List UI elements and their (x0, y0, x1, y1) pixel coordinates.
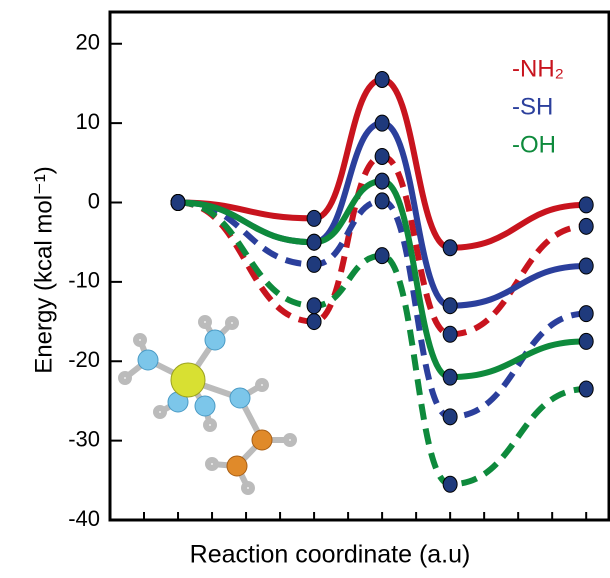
point-marker (375, 148, 389, 164)
plot-frame (110, 12, 609, 520)
point-marker (579, 258, 593, 274)
y-tick-label: 20 (76, 30, 100, 55)
y-tick-label: -20 (68, 347, 100, 372)
point-marker (375, 115, 389, 131)
chart: Energy (kcal mol⁻¹) Reaction coordinate … (0, 0, 610, 573)
point-marker (443, 240, 457, 256)
point-marker (443, 326, 457, 342)
legend-label: -SH (512, 93, 553, 120)
point-marker (443, 476, 457, 492)
point-marker (443, 409, 457, 425)
point-marker (307, 234, 321, 250)
point-marker (375, 71, 389, 87)
y-axis-label: Energy (kcal mol⁻¹) (30, 166, 57, 373)
point-marker (443, 298, 457, 314)
y-tick-label: -10 (68, 268, 100, 293)
point-marker (443, 369, 457, 385)
point-marker (375, 173, 389, 189)
page: Energy (kcal mol⁻¹) Reaction coordinate … (0, 0, 610, 578)
point-marker (579, 197, 593, 213)
y-tick-label: 10 (76, 109, 100, 134)
point-marker (579, 218, 593, 234)
series-line (178, 201, 586, 417)
point-marker (171, 195, 185, 211)
point-marker (375, 248, 389, 264)
legend-label: -OH (512, 131, 556, 158)
y-tick-label: -30 (68, 426, 100, 451)
point-marker (307, 256, 321, 272)
point-marker (375, 193, 389, 209)
point-marker (307, 298, 321, 314)
point-marker (307, 314, 321, 330)
molecule (121, 318, 294, 492)
y-tick-label: -40 (68, 506, 100, 531)
series-line (178, 203, 586, 485)
point-marker (579, 333, 593, 349)
legend-label: -NH₂ (512, 55, 564, 82)
point-marker (307, 210, 321, 226)
point-marker (579, 306, 593, 322)
point-marker (579, 381, 593, 397)
x-axis-label: Reaction coordinate (a.u) (190, 541, 471, 569)
y-tick-label: 0 (88, 188, 100, 213)
